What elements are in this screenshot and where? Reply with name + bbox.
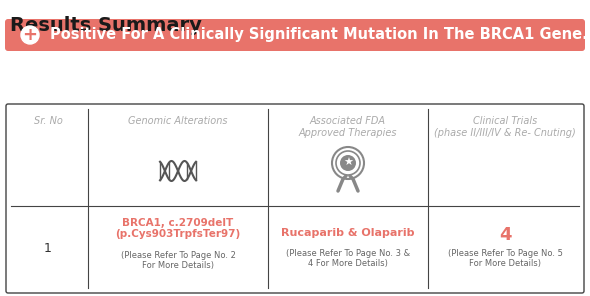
Text: (Please Refer To Page No. 3 &
4 For More Details): (Please Refer To Page No. 3 & 4 For More…: [286, 249, 410, 268]
FancyBboxPatch shape: [6, 104, 584, 293]
Text: Genomic Alterations: Genomic Alterations: [128, 116, 228, 126]
Circle shape: [340, 155, 356, 171]
FancyBboxPatch shape: [5, 19, 585, 51]
Text: (Please Refer To Page No. 2
For More Details): (Please Refer To Page No. 2 For More Det…: [120, 251, 235, 270]
Text: 4: 4: [499, 226, 512, 244]
Circle shape: [21, 26, 39, 44]
Text: Positive For A Clinically Significant Mutation In The BRCA1 Gene.: Positive For A Clinically Significant Mu…: [50, 28, 588, 43]
Text: Results Summary: Results Summary: [10, 16, 202, 35]
Text: Associated FDA
Approved Therapies: Associated FDA Approved Therapies: [299, 116, 397, 138]
Text: +: +: [22, 26, 38, 44]
Text: Rucaparib & Olaparib: Rucaparib & Olaparib: [281, 228, 415, 237]
Text: ★: ★: [343, 158, 353, 168]
Text: 1: 1: [44, 242, 52, 255]
Text: Clinical Trials
(phase II/III/IV & Re- Cnuting): Clinical Trials (phase II/III/IV & Re- C…: [434, 116, 576, 138]
Text: (Please Refer To Page No. 5
For More Details): (Please Refer To Page No. 5 For More Det…: [448, 249, 562, 268]
Text: Sr. No: Sr. No: [34, 116, 63, 126]
Text: BRCA1, c.2709delT
(p.Cys903TrpfsTer97): BRCA1, c.2709delT (p.Cys903TrpfsTer97): [116, 218, 241, 239]
